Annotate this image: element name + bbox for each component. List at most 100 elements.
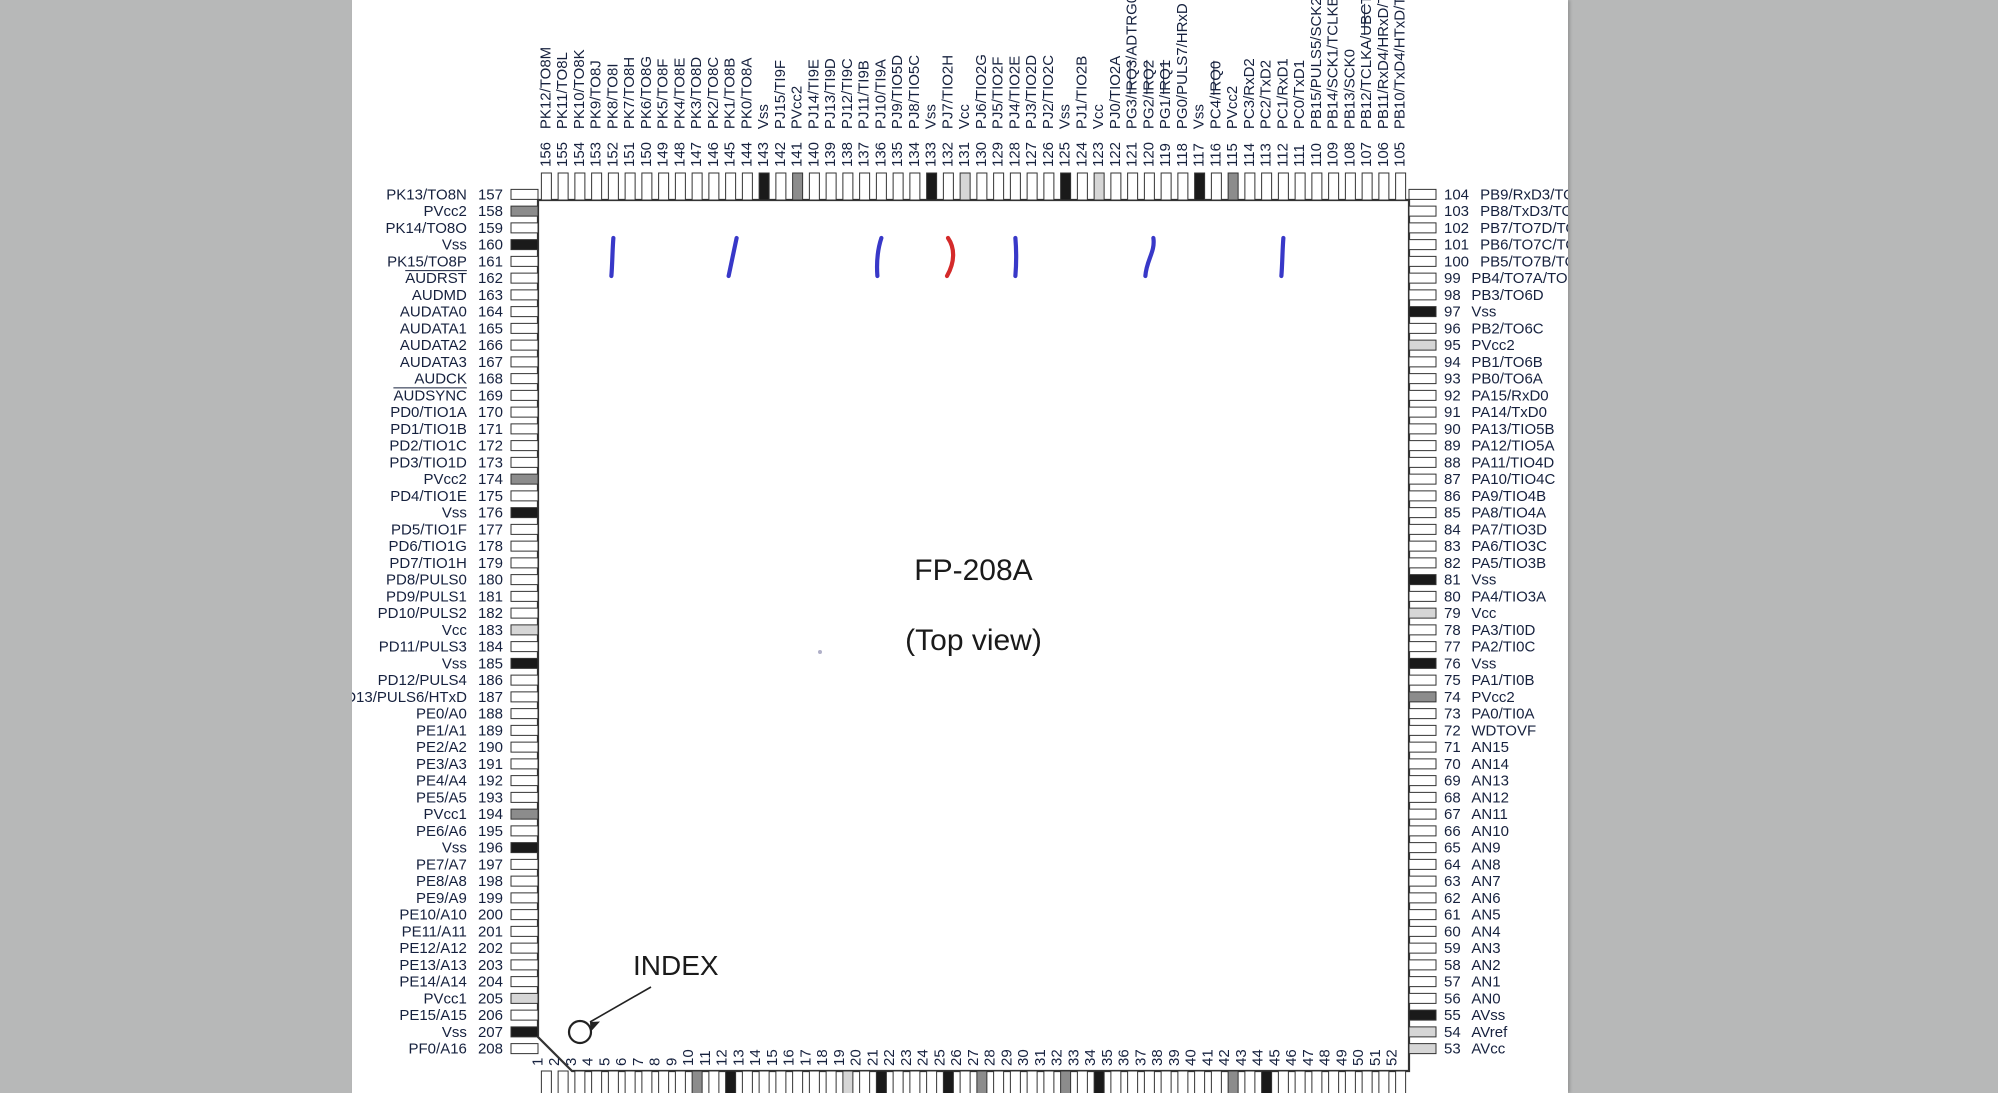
svg-text:10: 10 xyxy=(680,1049,697,1066)
svg-text:PB9/RxD3/TO8F: PB9/RxD3/TO8F xyxy=(1480,186,1568,203)
svg-text:76: 76 xyxy=(1444,655,1461,672)
svg-text:81: 81 xyxy=(1444,572,1461,589)
svg-text:Vcc: Vcc xyxy=(1471,605,1497,622)
svg-text:144: 144 xyxy=(738,142,755,167)
svg-text:181: 181 xyxy=(478,588,503,605)
svg-text:189: 189 xyxy=(478,722,503,739)
svg-text:PB13/SCK0: PB13/SCK0 xyxy=(1341,49,1358,129)
svg-text:Vcc: Vcc xyxy=(956,104,973,130)
svg-text:152: 152 xyxy=(604,142,621,167)
svg-text:Vss: Vss xyxy=(1471,572,1496,589)
svg-text:45: 45 xyxy=(1266,1049,1283,1066)
svg-text:185: 185 xyxy=(478,655,503,672)
svg-text:AVss: AVss xyxy=(1471,1007,1505,1024)
svg-text:AVcc: AVcc xyxy=(1471,1041,1505,1058)
svg-text:75: 75 xyxy=(1444,672,1461,689)
svg-text:AUDATA1: AUDATA1 xyxy=(400,320,467,337)
svg-text:AUDMD: AUDMD xyxy=(412,287,467,304)
svg-text:167: 167 xyxy=(478,354,503,371)
svg-text:37: 37 xyxy=(1132,1049,1149,1066)
svg-text:PK9/TO8J: PK9/TO8J xyxy=(588,60,605,129)
svg-text:36: 36 xyxy=(1116,1049,1133,1066)
svg-text:151: 151 xyxy=(621,142,638,167)
svg-text:PB12/TCLKA/UBCTRG: PB12/TCLKA/UBCTRG xyxy=(1358,0,1375,129)
svg-text:95: 95 xyxy=(1444,337,1461,354)
svg-text:PD1/TIO1B: PD1/TIO1B xyxy=(390,421,467,438)
svg-text:73: 73 xyxy=(1444,706,1461,723)
svg-text:16: 16 xyxy=(781,1049,798,1066)
svg-text:83: 83 xyxy=(1444,538,1461,555)
svg-text:89: 89 xyxy=(1444,438,1461,455)
svg-text:61: 61 xyxy=(1444,907,1461,924)
svg-text:82: 82 xyxy=(1444,555,1461,572)
svg-text:PVcc1: PVcc1 xyxy=(424,990,467,1007)
svg-text:178: 178 xyxy=(478,538,503,555)
svg-text:127: 127 xyxy=(1023,142,1040,167)
svg-text:AN1: AN1 xyxy=(1471,974,1500,991)
svg-text:100: 100 xyxy=(1444,253,1469,270)
svg-text:150: 150 xyxy=(638,142,655,167)
svg-text:117: 117 xyxy=(1191,143,1208,167)
svg-text:PE0/A0: PE0/A0 xyxy=(416,706,467,723)
svg-text:PA14/TxD0: PA14/TxD0 xyxy=(1471,404,1547,421)
svg-text:PB11/RxD4/HRxD/TO8H: PB11/RxD4/HRxD/TO8H xyxy=(1375,0,1392,129)
svg-text:13: 13 xyxy=(730,1049,747,1066)
svg-text:113: 113 xyxy=(1258,143,1275,167)
svg-text:171: 171 xyxy=(478,421,503,438)
svg-text:147: 147 xyxy=(688,142,705,167)
svg-text:169: 169 xyxy=(478,387,503,404)
svg-text:106: 106 xyxy=(1375,142,1392,167)
svg-text:PG1/IRQ1: PG1/IRQ1 xyxy=(1157,60,1174,129)
svg-text:PA2/TI0C: PA2/TI0C xyxy=(1471,639,1535,656)
svg-text:PB7/TO7D/TO8D: PB7/TO7D/TO8D xyxy=(1480,220,1568,237)
svg-text:Vss: Vss xyxy=(755,104,772,129)
svg-text:PG2/IRQ2: PG2/IRQ2 xyxy=(1140,60,1157,129)
svg-text:Vss: Vss xyxy=(1471,304,1496,321)
svg-text:141: 141 xyxy=(789,142,806,167)
svg-text:135: 135 xyxy=(889,142,906,167)
svg-text:101: 101 xyxy=(1444,237,1469,254)
svg-text:PK2/TO8C: PK2/TO8C xyxy=(705,57,722,129)
svg-text:177: 177 xyxy=(478,521,503,538)
svg-text:172: 172 xyxy=(478,438,503,455)
svg-text:182: 182 xyxy=(478,605,503,622)
svg-text:128: 128 xyxy=(1006,142,1023,167)
svg-text:130: 130 xyxy=(973,142,990,167)
svg-text:FP-208A: FP-208A xyxy=(914,554,1032,587)
svg-text:PK6/TO8G: PK6/TO8G xyxy=(638,56,655,129)
svg-text:56: 56 xyxy=(1444,990,1461,1007)
svg-text:PA7/TIO3D: PA7/TIO3D xyxy=(1471,521,1547,538)
svg-text:116: 116 xyxy=(1207,143,1224,167)
svg-text:AN8: AN8 xyxy=(1471,856,1500,873)
svg-text:33: 33 xyxy=(1065,1049,1082,1066)
svg-text:PE2/A2: PE2/A2 xyxy=(416,739,467,756)
svg-text:168: 168 xyxy=(478,371,503,388)
svg-text:PD12/PULS4: PD12/PULS4 xyxy=(378,672,467,689)
svg-text:PE4/A4: PE4/A4 xyxy=(416,773,467,790)
svg-text:148: 148 xyxy=(671,142,688,167)
svg-text:23: 23 xyxy=(898,1049,915,1066)
svg-text:PJ5/TIO2F: PJ5/TIO2F xyxy=(990,57,1007,130)
svg-text:78: 78 xyxy=(1444,622,1461,639)
svg-text:AN2: AN2 xyxy=(1471,957,1500,974)
svg-text:PK1/TO8B: PK1/TO8B xyxy=(722,58,739,129)
svg-text:PVcc2: PVcc2 xyxy=(1471,689,1514,706)
svg-text:122: 122 xyxy=(1107,142,1124,167)
svg-text:AN6: AN6 xyxy=(1471,890,1500,907)
svg-text:74: 74 xyxy=(1444,689,1461,706)
svg-text:119: 119 xyxy=(1157,143,1174,167)
svg-text:161: 161 xyxy=(478,253,503,270)
svg-text:AUDATA3: AUDATA3 xyxy=(400,354,467,371)
svg-text:PE9/A9: PE9/A9 xyxy=(416,890,467,907)
svg-text:104: 104 xyxy=(1444,186,1469,203)
svg-text:PVcc2: PVcc2 xyxy=(789,86,806,129)
svg-text:PD10/PULS2: PD10/PULS2 xyxy=(378,605,467,622)
svg-text:118: 118 xyxy=(1174,143,1191,167)
svg-text:PG0/PULS7/HRxD: PG0/PULS7/HRxD xyxy=(1174,3,1191,129)
svg-text:51: 51 xyxy=(1367,1049,1384,1066)
svg-text:PD11/PULS3: PD11/PULS3 xyxy=(379,639,467,656)
svg-text:PC1/RxD1: PC1/RxD1 xyxy=(1274,58,1291,129)
svg-text:PE11/A11: PE11/A11 xyxy=(402,923,467,940)
svg-text:91: 91 xyxy=(1444,404,1461,421)
svg-text:PJ8/TIO5C: PJ8/TIO5C xyxy=(906,55,923,129)
